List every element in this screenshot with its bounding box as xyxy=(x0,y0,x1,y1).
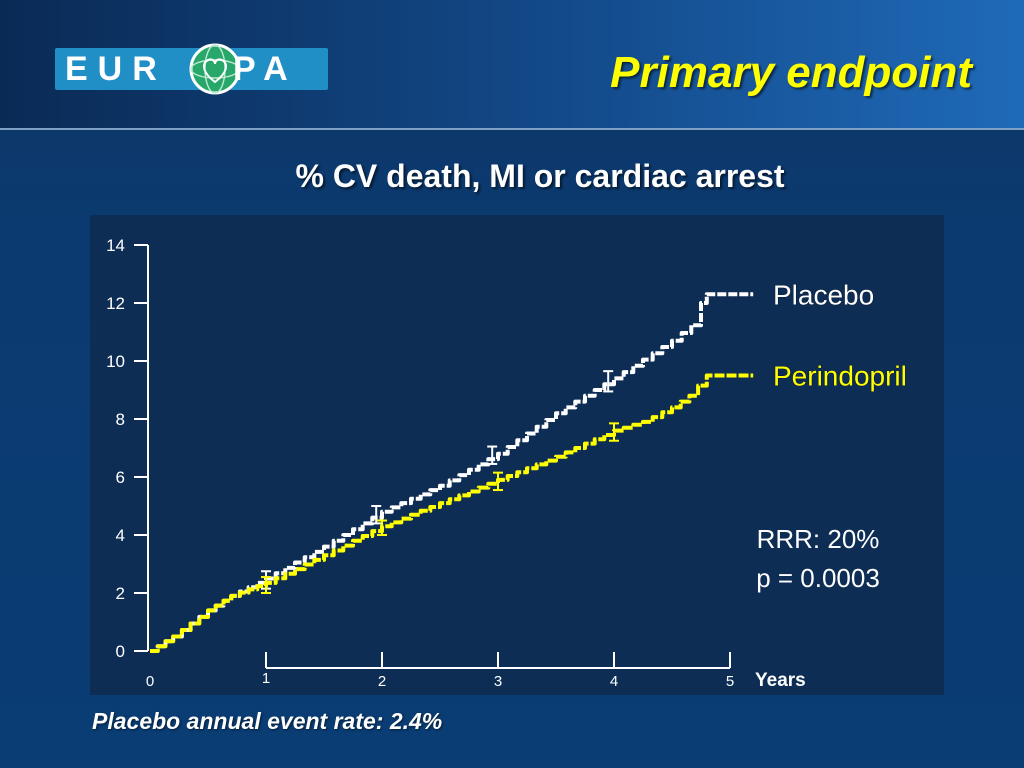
y-tick-label: 14 xyxy=(106,236,125,255)
y-tick-label: 10 xyxy=(106,352,125,371)
series-line-perindopril xyxy=(150,373,754,653)
footnote: Placebo annual event rate: 2.4% xyxy=(92,708,443,734)
legend-label-placebo: Placebo xyxy=(773,279,874,310)
header-divider xyxy=(0,128,1024,130)
page-title: Primary endpoint xyxy=(610,48,972,97)
x-tick-label: 4 xyxy=(610,673,618,690)
x-tick-label: 3 xyxy=(494,673,502,690)
x-axis-label: Years xyxy=(755,670,806,691)
rrr-annotation: RRR: 20% xyxy=(757,524,880,554)
europa-logo: EUR PA xyxy=(55,43,328,95)
x-tick-label: 5 xyxy=(726,673,734,690)
x-tick-label: 0 xyxy=(146,673,154,690)
x-tick-label: 2 xyxy=(378,673,386,690)
heart-globe-icon xyxy=(189,43,241,95)
legend-label-perindopril: Perindopril xyxy=(773,361,907,392)
logo-text-left: EUR xyxy=(65,50,167,88)
x-tick-label: 1 xyxy=(262,670,270,687)
y-tick-label: 4 xyxy=(116,526,125,545)
p-value-annotation: p = 0.0003 xyxy=(756,563,880,593)
y-tick-label: 0 xyxy=(116,642,125,661)
y-tick-label: 12 xyxy=(106,294,125,313)
chart-panel xyxy=(90,215,944,695)
y-tick-label: 2 xyxy=(116,584,125,603)
logo-text-right: PA xyxy=(233,50,298,88)
chart-title: % CV death, MI or cardiac arrest xyxy=(295,158,785,194)
y-tick-label: 8 xyxy=(116,410,125,429)
y-tick-label: 6 xyxy=(116,468,125,487)
